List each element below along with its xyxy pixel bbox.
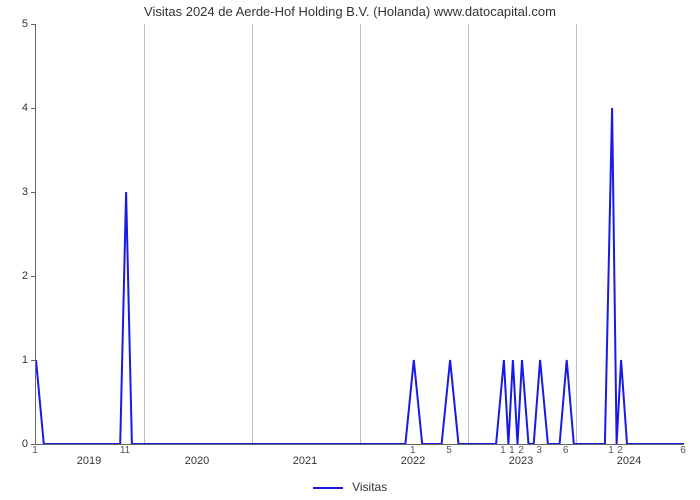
legend: Visitas [0, 480, 700, 494]
x-small-label: 1 [32, 445, 38, 456]
y-tick-label: 3 [0, 186, 28, 198]
x-year-label: 2019 [77, 455, 101, 467]
x-small-label: 2 [518, 445, 524, 456]
line-series [36, 24, 684, 444]
x-year-label: 2024 [617, 455, 641, 467]
chart-container: Visitas 2024 de Aerde-Hof Holding B.V. (… [0, 0, 700, 500]
x-small-label: 3 [536, 445, 542, 456]
x-year-label: 2023 [509, 455, 533, 467]
y-tick-mark [31, 24, 35, 25]
x-small-label: 6 [680, 445, 686, 456]
legend-swatch [313, 487, 343, 489]
y-tick-mark [31, 108, 35, 109]
x-small-label: 6 [563, 445, 569, 456]
y-tick-mark [31, 192, 35, 193]
x-small-label: 1 [608, 445, 614, 456]
x-small-label: 11 [120, 445, 130, 456]
y-tick-label: 1 [0, 354, 28, 366]
plot-area [35, 24, 684, 445]
x-small-label: 1 [500, 445, 506, 456]
y-tick-label: 5 [0, 18, 28, 30]
y-tick-label: 0 [0, 438, 28, 450]
y-tick-mark [31, 360, 35, 361]
y-tick-label: 4 [0, 102, 28, 114]
legend-label: Visitas [352, 480, 387, 494]
x-year-label: 2021 [293, 455, 317, 467]
y-tick-mark [31, 276, 35, 277]
chart-title: Visitas 2024 de Aerde-Hof Holding B.V. (… [0, 4, 700, 19]
x-small-label: 2 [617, 445, 623, 456]
x-year-label: 2022 [401, 455, 425, 467]
x-small-label: 1 [410, 445, 416, 456]
x-year-label: 2020 [185, 455, 209, 467]
x-small-label: 5 [446, 445, 452, 456]
x-small-label: 1 [509, 445, 515, 456]
y-tick-label: 2 [0, 270, 28, 282]
